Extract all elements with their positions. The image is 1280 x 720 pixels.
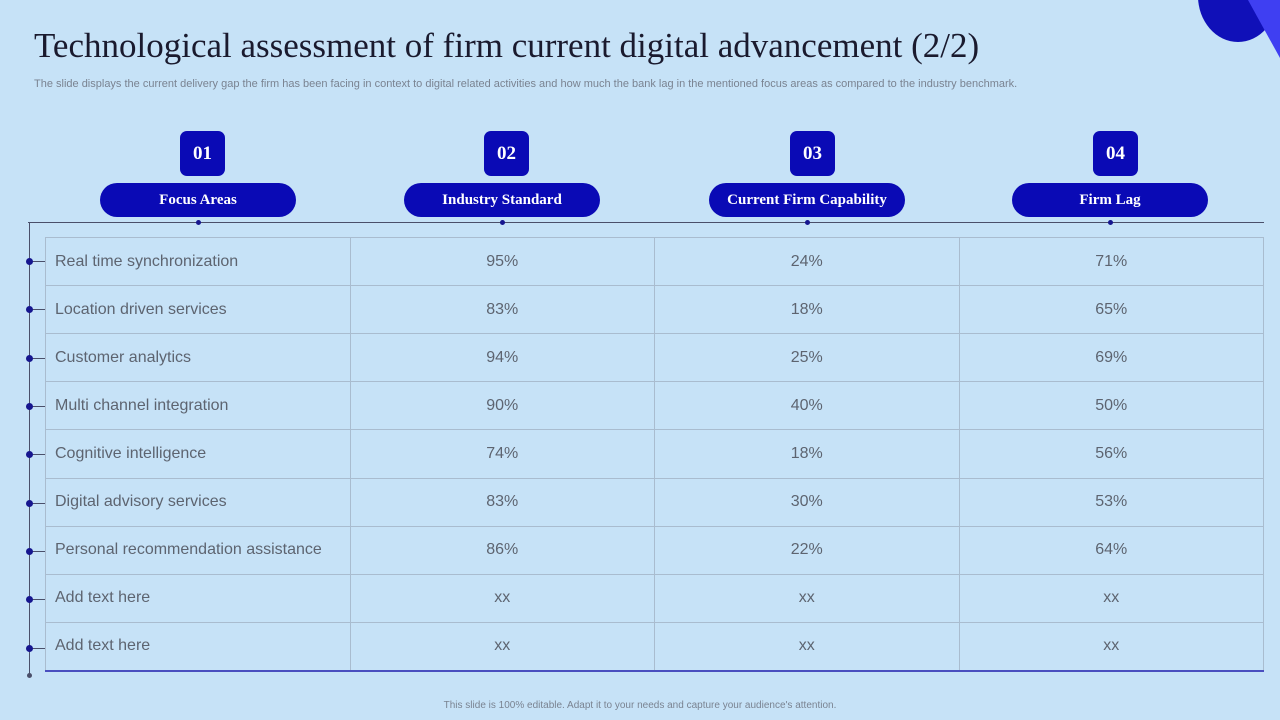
column-header-firm-lag: Firm Lag bbox=[1012, 183, 1208, 217]
row-dot bbox=[26, 451, 33, 458]
focus-area-cell: Add text here bbox=[45, 573, 351, 623]
row-dot bbox=[26, 403, 33, 410]
row-connector bbox=[29, 648, 45, 649]
row-dot bbox=[26, 548, 33, 555]
focus-area-cell: Digital advisory services bbox=[45, 477, 351, 527]
row-dot bbox=[26, 306, 33, 313]
firm-lag-cell: 71% bbox=[958, 236, 1264, 287]
focus-area-cell: Real time synchronization bbox=[45, 236, 351, 287]
firm-lag-cell: 64% bbox=[958, 525, 1264, 575]
industry-standard-cell: xx bbox=[349, 621, 655, 672]
table-row: Add text here xx xx xx bbox=[45, 621, 1264, 672]
firm-lag-cell: 50% bbox=[958, 381, 1264, 431]
table-row: Digital advisory services 83% 30% 53% bbox=[45, 477, 1264, 527]
row-connector bbox=[29, 309, 45, 310]
row-connector bbox=[29, 406, 45, 407]
column-header-industry-standard: Industry Standard bbox=[404, 183, 600, 217]
column-number-badge: 02 bbox=[484, 131, 529, 176]
firm-capability-cell: 22% bbox=[654, 525, 960, 575]
row-dot bbox=[26, 258, 33, 265]
page-subtitle: The slide displays the current delivery … bbox=[34, 78, 1018, 90]
firm-capability-cell: 18% bbox=[654, 429, 960, 479]
industry-standard-cell: xx bbox=[349, 573, 655, 623]
industry-standard-cell: 95% bbox=[349, 236, 655, 287]
header-dot bbox=[500, 220, 505, 225]
row-connector bbox=[29, 454, 45, 455]
firm-capability-cell: xx bbox=[654, 621, 960, 672]
corner-decoration bbox=[1190, 0, 1280, 60]
firm-capability-cell: 40% bbox=[654, 381, 960, 431]
page-title: Technological assessment of firm current… bbox=[34, 26, 980, 65]
header-dot bbox=[196, 220, 201, 225]
industry-standard-cell: 83% bbox=[349, 285, 655, 335]
row-connector bbox=[29, 358, 45, 359]
row-dot bbox=[26, 355, 33, 362]
focus-area-cell: Personal recommendation assistance bbox=[45, 525, 351, 575]
industry-standard-cell: 86% bbox=[349, 525, 655, 575]
firm-lag-cell: xx bbox=[958, 573, 1264, 623]
row-dot bbox=[26, 596, 33, 603]
header-divider bbox=[28, 222, 1264, 223]
timeline-line bbox=[29, 222, 30, 676]
firm-lag-cell: 53% bbox=[958, 477, 1264, 527]
table-row: Personal recommendation assistance 86% 22%… bbox=[45, 525, 1264, 575]
focus-area-cell: Location driven services bbox=[45, 285, 351, 335]
row-connector bbox=[29, 551, 45, 552]
table-row: Cognitive intelligence 74% 18% 56% bbox=[45, 429, 1264, 479]
firm-capability-cell: 25% bbox=[654, 333, 960, 383]
column-header-focus-areas: Focus Areas bbox=[100, 183, 296, 217]
firm-lag-cell: xx bbox=[958, 621, 1264, 672]
column-header-current-firm-capability: Current Firm Capability bbox=[709, 183, 905, 217]
firm-capability-cell: xx bbox=[654, 573, 960, 623]
firm-capability-cell: 18% bbox=[654, 285, 960, 335]
industry-standard-cell: 83% bbox=[349, 477, 655, 527]
focus-area-cell: Cognitive intelligence bbox=[45, 429, 351, 479]
firm-lag-cell: 69% bbox=[958, 333, 1264, 383]
focus-area-cell: Multi channel integration bbox=[45, 381, 351, 431]
table-row: Location driven services 83% 18% 65% bbox=[45, 285, 1264, 335]
column-number-badge: 01 bbox=[180, 131, 225, 176]
table-row: Multi channel integration 90% 40% 50% bbox=[45, 381, 1264, 431]
industry-standard-cell: 94% bbox=[349, 333, 655, 383]
column-number-badge: 03 bbox=[790, 131, 835, 176]
firm-lag-cell: 56% bbox=[958, 429, 1264, 479]
header-dot bbox=[805, 220, 810, 225]
table-row: Customer analytics 94% 25% 69% bbox=[45, 333, 1264, 383]
table-row: Real time synchronization 95% 24% 71% bbox=[45, 236, 1264, 287]
industry-standard-cell: 90% bbox=[349, 381, 655, 431]
row-connector bbox=[29, 599, 45, 600]
assessment-table: Real time synchronization 95% 24% 71% Locati… bbox=[45, 236, 1264, 672]
firm-capability-cell: 24% bbox=[654, 236, 960, 287]
industry-standard-cell: 74% bbox=[349, 429, 655, 479]
firm-capability-cell: 30% bbox=[654, 477, 960, 527]
focus-area-cell: Customer analytics bbox=[45, 333, 351, 383]
firm-lag-cell: 65% bbox=[958, 285, 1264, 335]
table-row: Add text here xx xx xx bbox=[45, 573, 1264, 623]
row-dot bbox=[26, 500, 33, 507]
row-connector bbox=[29, 503, 45, 504]
focus-area-cell: Add text here bbox=[45, 621, 351, 672]
row-dot bbox=[26, 645, 33, 652]
timeline-end-dot bbox=[27, 673, 32, 678]
footer-note: This slide is 100% editable. Adapt it to… bbox=[443, 700, 837, 711]
column-number-badge: 04 bbox=[1093, 131, 1138, 176]
header-dot bbox=[1108, 220, 1113, 225]
row-connector bbox=[29, 261, 45, 262]
